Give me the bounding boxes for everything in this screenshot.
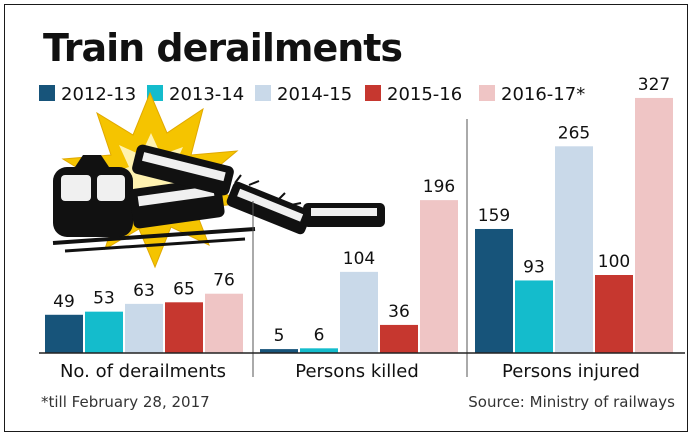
category-label: No. of derailments (60, 361, 226, 382)
value-label: 76 (213, 271, 235, 291)
rail-track-lower (64, 237, 246, 253)
value-label: 100 (598, 252, 630, 272)
value-label: 53 (93, 289, 115, 309)
value-label: 265 (558, 123, 590, 143)
legend-label-2014-15: 2014-15 (277, 84, 352, 105)
train-derailment-icon (52, 91, 385, 269)
legend-label-2016-17: 2016-17* (501, 84, 585, 105)
value-label: 159 (478, 206, 510, 226)
value-label: 49 (53, 292, 75, 312)
value-labels-layer: 49 53 63 65 76 5 6 104 36 196 159 93 265 100 327 (53, 75, 670, 346)
bar-2-1 (260, 349, 298, 353)
bar-2-4 (380, 324, 418, 353)
value-label: 196 (423, 177, 455, 197)
legend-swatch-2015-16 (365, 85, 381, 101)
coach-1-windows (137, 185, 215, 207)
legend-label-2012-13: 2012-13 (61, 84, 136, 105)
value-label: 104 (343, 249, 375, 269)
spark-line-3 (276, 192, 286, 202)
bar-3-4 (595, 275, 633, 353)
group-separators (252, 119, 468, 377)
bar-1-2 (85, 311, 123, 353)
locomotive-pantograph (75, 155, 109, 167)
bar-3-2 (515, 280, 553, 353)
chart-title: Train derailments (43, 26, 402, 70)
value-label: 6 (314, 325, 325, 345)
bar-1-1 (45, 314, 83, 353)
bar-3-3 (555, 146, 593, 353)
footnote: *till February 28, 2017 (41, 393, 210, 411)
bar-1-5 (205, 293, 243, 353)
legend-swatch-2012-13 (39, 85, 55, 101)
value-label: 65 (173, 279, 195, 299)
spark-line-4 (290, 202, 302, 206)
legend-label-2015-16: 2015-16 (387, 84, 462, 105)
chart-svg: Train derailments 2012-13 2013-14 2014-15 2… (39, 26, 685, 411)
bar-1-4 (165, 302, 203, 353)
spark-line-2 (248, 180, 260, 186)
legend-swatch-2014-15 (255, 85, 271, 101)
bar-2-2 (300, 348, 338, 353)
legend: 2012-13 2013-14 2014-15 2015-16 2016-17* (39, 84, 585, 105)
locomotive-window (61, 175, 91, 201)
value-label: 63 (133, 281, 155, 301)
rail-track (52, 227, 256, 245)
bar-1-3 (125, 303, 163, 353)
bar-2-5 (420, 200, 458, 353)
legend-label-2013-14: 2013-14 (169, 84, 244, 105)
bar-2-3 (340, 271, 378, 353)
coach-4-windows (311, 208, 377, 216)
bar-3-1 (475, 228, 513, 353)
value-label: 327 (638, 75, 670, 95)
spark-line (234, 174, 242, 184)
value-label: 36 (388, 302, 410, 322)
category-label: Persons killed (295, 361, 419, 382)
locomotive-window-2 (97, 175, 125, 201)
value-label: 5 (274, 326, 285, 346)
legend-swatch-2016-17 (479, 85, 495, 101)
chart-frame: Train derailments 2012-13 2013-14 2014-15 2… (4, 4, 688, 432)
category-label: Persons injured (502, 361, 640, 382)
coach-3-windows (237, 188, 304, 222)
coach-2-windows (142, 152, 226, 182)
bars-layer (45, 97, 673, 353)
source-note: Source: Ministry of railways (468, 393, 675, 411)
bar-3-5 (635, 97, 673, 353)
value-label: 93 (523, 257, 545, 277)
category-labels: No. of derailments Persons killed Persons … (60, 361, 640, 382)
